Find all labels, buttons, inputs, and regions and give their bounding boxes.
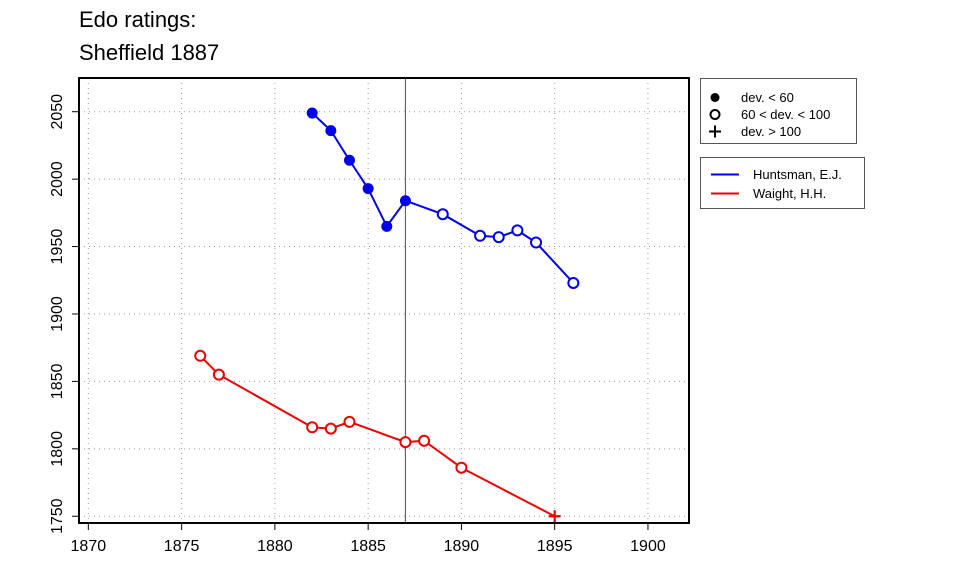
data-point-open — [492, 231, 505, 244]
marker-legend: dev. < 60 60 < dev. < 100 dev. > 100 — [700, 78, 857, 144]
legend-label-open: 60 < dev. < 100 — [741, 107, 831, 122]
data-point-open — [343, 415, 356, 428]
x-tick-label: 1870 — [71, 538, 107, 555]
data-point-open — [418, 434, 431, 447]
data-point-filled — [381, 220, 393, 232]
data-point-open — [324, 422, 337, 435]
x-tick-label: 1890 — [444, 538, 480, 555]
data-point-open — [194, 349, 207, 362]
data-point-open — [530, 236, 543, 249]
legend-row-waight: Waight, H.H. — [701, 185, 864, 202]
chart-title-line-2: Sheffield 1887 — [79, 40, 220, 65]
data-point-filled — [362, 183, 374, 195]
blue-line-icon — [711, 173, 739, 176]
data-point-open — [511, 224, 524, 237]
data-point-plus — [548, 510, 561, 523]
chart-title-line-1: Edo ratings: — [79, 7, 197, 32]
data-point-open — [455, 461, 468, 474]
legend-label-plus: dev. > 100 — [741, 124, 802, 139]
data-point-filled — [343, 154, 355, 166]
data-point-open — [474, 229, 487, 242]
series-legend: Huntsman, E.J. Waight, H.H. — [700, 157, 865, 209]
legend-row-plus: dev. > 100 — [701, 123, 856, 140]
legend-row-huntsman: Huntsman, E.J. — [701, 166, 864, 183]
x-tick-label: 1895 — [537, 538, 573, 555]
data-point-filled — [306, 107, 318, 119]
y-tick-label: 2050 — [49, 94, 66, 130]
legend-label-filled: dev. < 60 — [741, 90, 794, 105]
y-tick-label: 1900 — [49, 296, 66, 332]
data-point-filled — [325, 125, 337, 137]
plot-frame — [78, 77, 690, 524]
filled-circle-icon — [710, 93, 720, 102]
series-line-0 — [311, 112, 575, 284]
plus-icon — [709, 125, 721, 138]
y-tick-label: 1850 — [49, 364, 66, 400]
data-point-open — [567, 276, 580, 289]
legend-label-huntsman: Huntsman, E.J. — [753, 167, 842, 182]
y-tick-label: 2000 — [49, 161, 66, 197]
data-point-open — [212, 368, 225, 381]
data-point-open — [436, 208, 449, 221]
red-line-icon — [711, 192, 739, 195]
data-point-open — [399, 436, 412, 449]
legend-row-filled: dev. < 60 — [701, 89, 856, 106]
series-line-1 — [199, 355, 556, 518]
y-tick-label: 1950 — [49, 229, 66, 265]
data-point-filled — [399, 195, 411, 207]
x-tick-label: 1885 — [350, 538, 386, 555]
legend-row-open: 60 < dev. < 100 — [701, 106, 856, 123]
open-circle-icon — [709, 109, 721, 120]
x-tick-label: 1900 — [630, 538, 666, 555]
x-tick-label: 1880 — [257, 538, 293, 555]
data-point-open — [306, 421, 319, 434]
x-tick-label: 1875 — [164, 538, 200, 555]
legend-label-waight: Waight, H.H. — [753, 186, 827, 201]
y-tick-label: 1750 — [49, 498, 66, 534]
y-tick-label: 1800 — [49, 431, 66, 467]
